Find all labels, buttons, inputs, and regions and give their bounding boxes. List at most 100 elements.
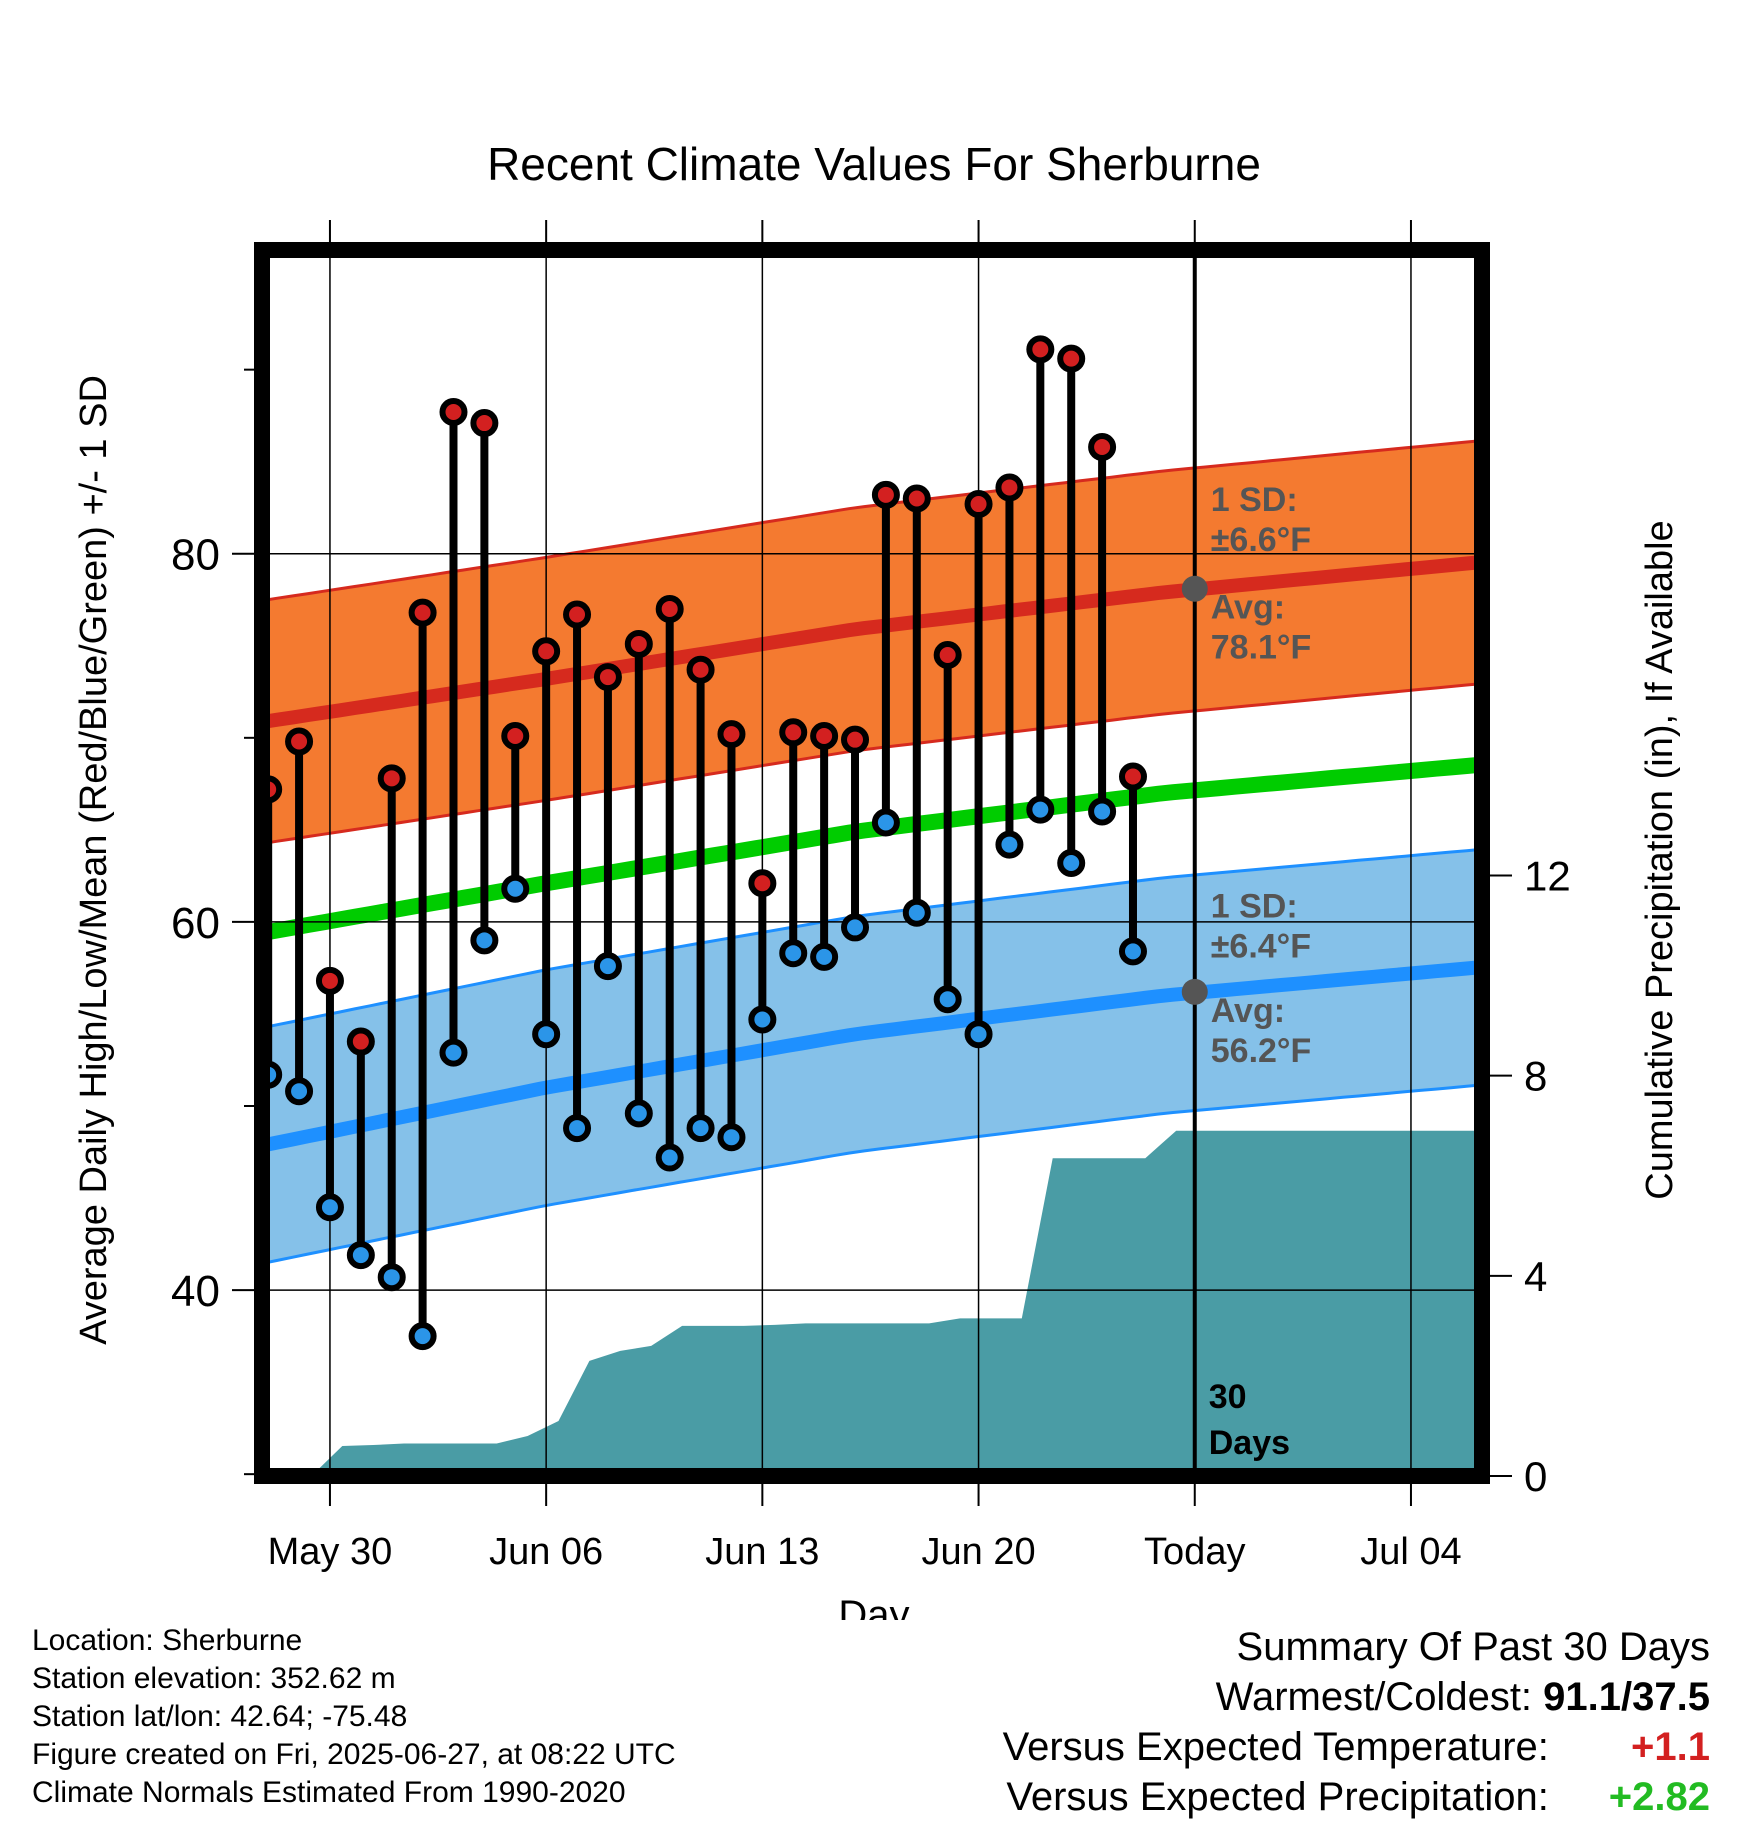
high-avg-marker <box>1181 575 1208 602</box>
high-sd-label: 1 SD: <box>1211 481 1298 519</box>
summary-warm-cold: Warmest/Coldest: 91.1/37.5 <box>1003 1672 1710 1722</box>
high-point <box>1088 432 1117 461</box>
high-sd-band <box>262 439 1482 846</box>
high-point <box>285 727 314 756</box>
low-sd-band <box>262 847 1482 1266</box>
y2-axis-label: Cumulative Precipitation (in), If Availa… <box>1639 520 1681 1199</box>
high-sd-value: ±6.6°F <box>1211 521 1311 559</box>
high-point <box>408 598 437 627</box>
y2-tick-label: 8 <box>1524 1053 1547 1100</box>
low-point <box>501 874 530 903</box>
low-point <box>377 1263 406 1292</box>
low-point <box>226 1213 248 1235</box>
normal-low-line <box>262 960 1482 1153</box>
precip-diff-label: Versus Expected Precipitation: <box>1006 1775 1549 1819</box>
x-tick-label: May 30 <box>268 1531 393 1573</box>
high-point <box>995 473 1024 502</box>
high-point <box>1026 335 1055 364</box>
summary-temp: Versus Expected Temperature: +1.1 <box>1003 1722 1710 1772</box>
low-point <box>1057 849 1086 877</box>
period-number-label: 30 <box>1209 1378 1247 1416</box>
climate-chart: Recent Climate Values For Sherburne 1 SD… <box>73 0 1681 1620</box>
high-point <box>871 480 900 509</box>
high-point <box>593 663 622 692</box>
low-point <box>624 1099 653 1128</box>
temp-diff-value: +1.1 <box>1631 1725 1710 1769</box>
high-point <box>964 490 993 519</box>
low-point <box>563 1114 592 1143</box>
high-point <box>624 629 653 658</box>
low-point <box>1153 0 1175 11</box>
low-point <box>686 1114 715 1143</box>
normals-text: Climate Normals Estimated From 1990-2020 <box>32 1776 626 1809</box>
y-axis-label: Average Daily High/Low/Mean (Red/Blue/Gr… <box>73 375 115 1345</box>
warm-cold-label: Warmest/Coldest: <box>1215 1675 1533 1719</box>
high-avg-value: 78.1°F <box>1211 629 1312 667</box>
low-point <box>655 1143 684 1172</box>
y2-tick-label: 0 <box>1524 1453 1547 1500</box>
low-point <box>532 1020 561 1049</box>
high-point <box>346 1027 375 1056</box>
high-point <box>439 397 468 426</box>
y2-tick-label: 12 <box>1524 853 1571 900</box>
x-axis-label: Day <box>838 1593 909 1620</box>
high-point <box>810 721 839 750</box>
low-point <box>439 1038 468 1067</box>
x-tick-label: Today <box>1144 1531 1245 1573</box>
chart-title: Recent Climate Values For Sherburne <box>487 138 1261 190</box>
normal-high-line <box>262 555 1482 730</box>
y-tick-label: 80 <box>171 531 220 580</box>
low-avg-value: 56.2°F <box>1211 1032 1312 1070</box>
high-point <box>686 655 715 684</box>
summary-panel: Summary Of Past 30 Days Warmest/Coldest:… <box>1003 1622 1710 1822</box>
temp-diff-label: Versus Expected Temperature: <box>1002 1725 1549 1769</box>
high-avg-label: Avg: <box>1211 589 1285 627</box>
high-point <box>902 484 931 513</box>
high-point <box>377 764 406 793</box>
low-avg-label: Avg: <box>1211 992 1285 1030</box>
x-tick-label: Jul 04 <box>1360 1531 1461 1573</box>
high-point <box>1153 0 1175 11</box>
high-point <box>501 721 530 750</box>
low-point <box>748 1005 777 1034</box>
x-tick-label: Jun 20 <box>922 1531 1036 1573</box>
low-point <box>810 942 839 971</box>
warm-cold-value: 91.1/37.5 <box>1543 1675 1710 1719</box>
y-tick-label: 60 <box>171 899 220 948</box>
x-tick-label: Jun 13 <box>705 1531 819 1573</box>
period-unit-label: Days <box>1209 1424 1290 1462</box>
elevation-text: Station elevation: 352.62 m <box>32 1662 396 1695</box>
low-sd-value: ±6.4°F <box>1211 928 1311 966</box>
high-point <box>1118 762 1147 791</box>
summary-title: Summary Of Past 30 Days <box>1236 1625 1710 1669</box>
high-point <box>655 594 684 623</box>
y2-tick-label: 4 <box>1524 1253 1547 1300</box>
low-point <box>779 939 808 968</box>
low-point <box>470 926 499 955</box>
high-point <box>315 966 344 995</box>
x-tick-label: Jun 06 <box>489 1531 603 1573</box>
low-point <box>995 830 1024 859</box>
low-point <box>933 985 962 1014</box>
location-text: Location: Sherburne <box>32 1624 303 1657</box>
created-text: Figure created on Fri, 2025-06-27, at 08… <box>32 1738 676 1771</box>
low-point <box>841 913 870 942</box>
low-avg-marker <box>1181 978 1208 1005</box>
high-point <box>1057 344 1086 373</box>
summary-precip: Versus Expected Precipitation: +2.82 <box>1003 1772 1710 1822</box>
low-point <box>315 1193 344 1222</box>
high-point <box>779 718 808 747</box>
low-point <box>964 1020 993 1049</box>
high-point <box>717 720 746 749</box>
high-point <box>841 725 870 754</box>
low-point <box>1026 795 1055 824</box>
low-point <box>1118 937 1147 966</box>
latlon-text: Station lat/lon: 42.64; -75.48 <box>32 1700 408 1733</box>
y-tick-label: 40 <box>171 1267 220 1316</box>
low-sd-label: 1 SD: <box>1211 888 1298 926</box>
low-point <box>902 898 931 927</box>
station-info: Location: Sherburne Station elevation: 3… <box>32 1622 676 1812</box>
low-point <box>285 1077 314 1106</box>
